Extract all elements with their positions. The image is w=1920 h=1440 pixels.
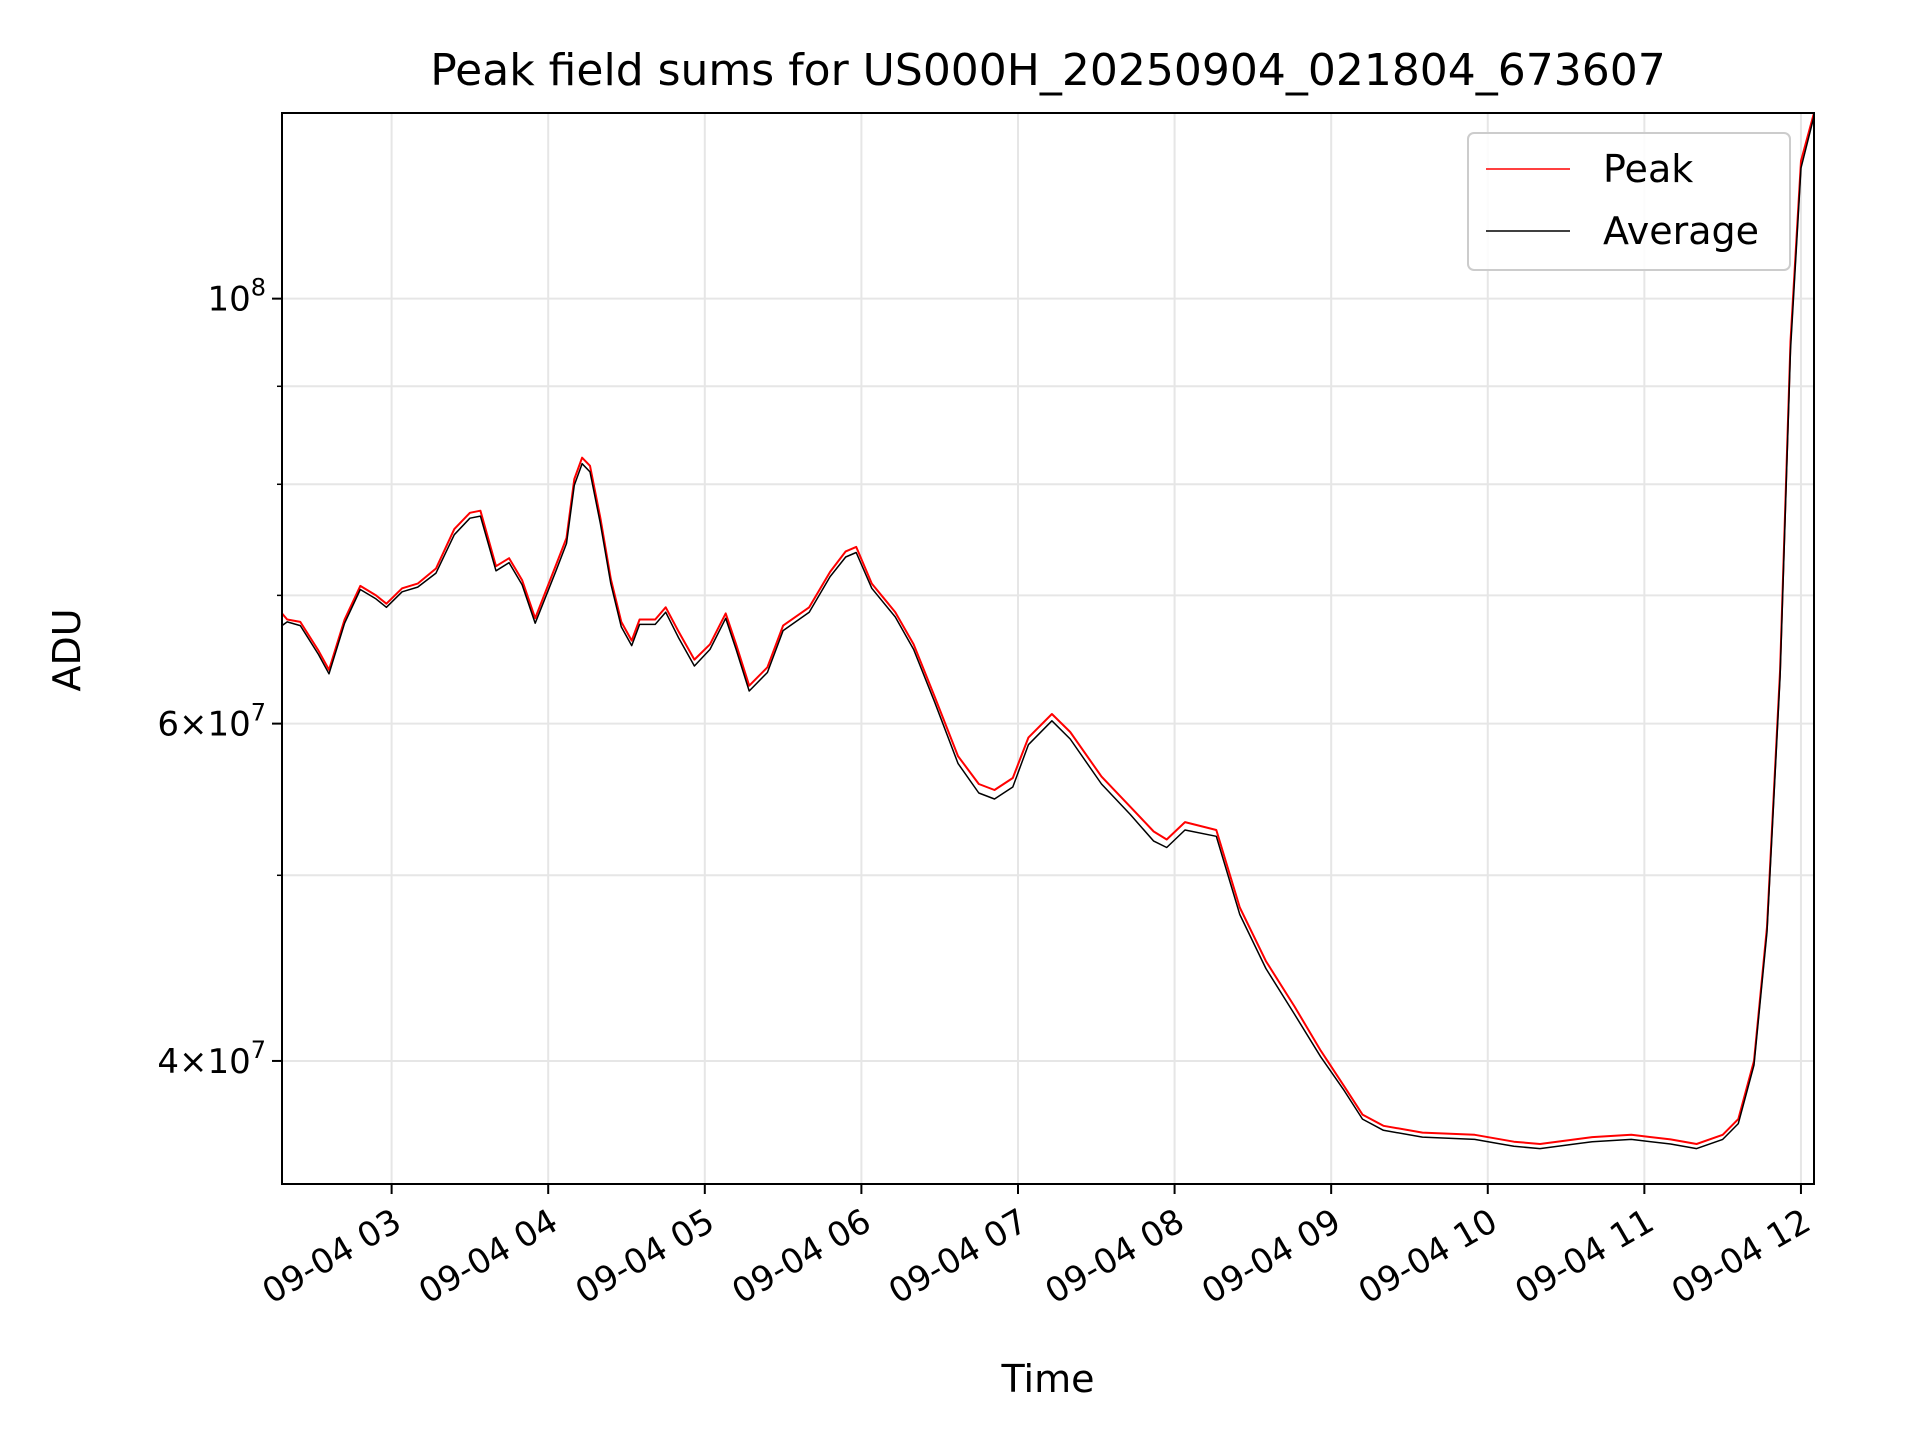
series-layer [282, 113, 1814, 1150]
legend-label-average: Average [1603, 209, 1759, 253]
legend: Peak Average [1467, 132, 1791, 271]
grid-lines [282, 113, 1814, 1184]
series-line-average [282, 116, 1814, 1150]
y-tick-label: 108 [207, 274, 266, 320]
x-axis-label: Time [1001, 1357, 1095, 1401]
y-tick-label: 4×107 [157, 1036, 266, 1082]
series-line-peak [282, 113, 1814, 1145]
plot-frame [281, 112, 1815, 1185]
y-axis-label: ADU [45, 608, 89, 691]
legend-box [1467, 132, 1791, 271]
y-tick-label: 6×107 [157, 699, 266, 745]
chart-title: Peak field sums for US000H_20250904_0218… [430, 45, 1666, 96]
legend-label-peak: Peak [1603, 147, 1693, 191]
